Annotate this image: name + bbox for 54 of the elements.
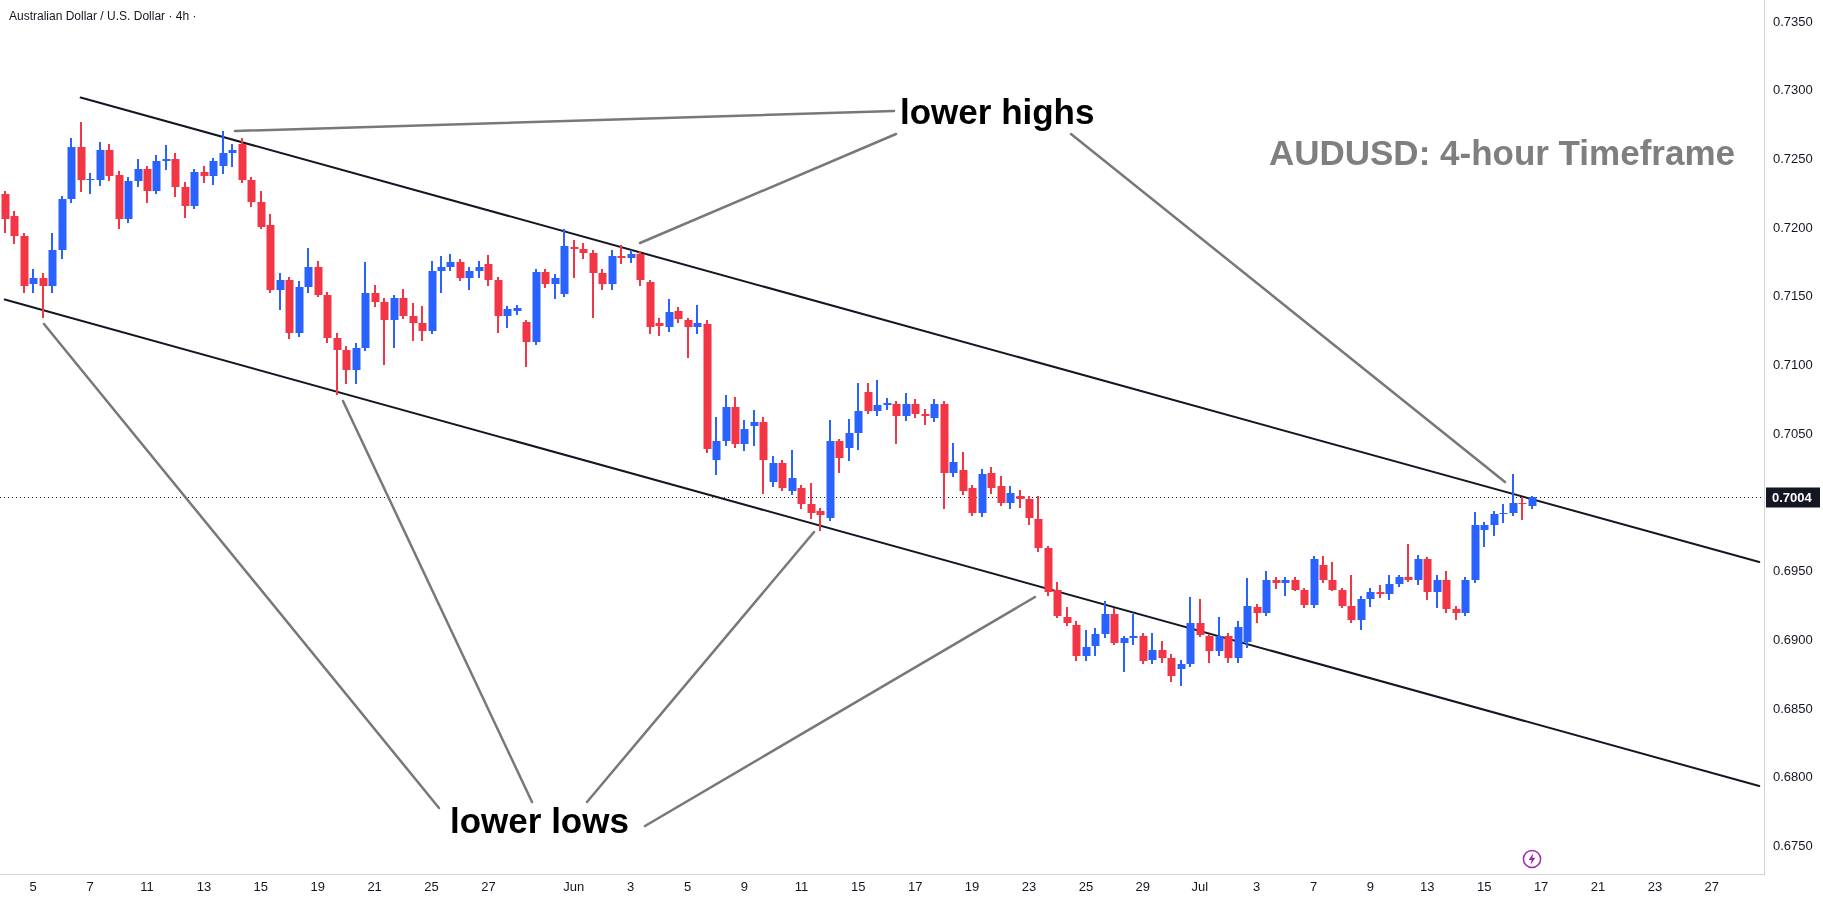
x-tick-label: 17 (907, 879, 923, 895)
y-tick-label: 0.7200 (1773, 219, 1813, 235)
y-tick-label: 0.7150 (1773, 288, 1813, 304)
x-tick-label: 25 (1078, 879, 1094, 895)
y-tick-label: 0.7300 (1773, 82, 1813, 98)
x-tick-label: 13 (196, 879, 212, 895)
x-tick-label: 23 (1021, 879, 1037, 895)
x-tick-label: 9 (1366, 879, 1375, 895)
y-tick-label: 0.7100 (1773, 357, 1813, 373)
x-tick-label: 5 (29, 879, 37, 895)
candlestick (1499, 504, 1508, 523)
x-tick-label: 27 (481, 879, 496, 895)
x-tick-label: 7 (86, 879, 94, 895)
y-tick-label: 0.7250 (1773, 150, 1813, 166)
x-tick-label: 27 (1704, 879, 1720, 895)
x-tick-label: 23 (1647, 879, 1663, 895)
candlestick (162, 145, 171, 170)
annotation: lower lows (450, 800, 629, 840)
candlestick (570, 240, 579, 278)
x-tick-label: 7 (1309, 879, 1318, 895)
x-tick-label: 3 (1253, 879, 1261, 895)
y-tick-label: 0.6950 (1773, 563, 1813, 579)
x-tick-label: 15 (253, 879, 269, 895)
x-tick-label: 19 (964, 879, 980, 895)
x-tick-label: 19 (310, 879, 325, 895)
x-tick-label: 3 (627, 879, 635, 895)
x-tick-label: 9 (740, 879, 749, 895)
ref-line-label: 0.7004 (1772, 489, 1813, 505)
x-tick-label: Jun (563, 879, 585, 895)
x-tick-label: 21 (1590, 879, 1606, 895)
x-tick-label: 15 (851, 879, 866, 895)
x-tick-label: 25 (424, 879, 439, 895)
x-tick-label: 11 (794, 879, 809, 895)
y-tick-label: 0.7350 (1773, 13, 1813, 29)
text: AUDUSD: 4-hour Timeframe (1268, 132, 1735, 172)
candlestick (86, 173, 95, 194)
y-tick-label: 0.6800 (1773, 769, 1813, 785)
x-tick-label: 11 (140, 879, 154, 895)
x-tick-label: 29 (1135, 879, 1151, 895)
candlestick (1404, 544, 1413, 582)
candlestick (1129, 614, 1138, 645)
y-tick-label: 0.7050 (1773, 425, 1813, 441)
x-tick-label: Jul (1191, 879, 1209, 895)
y-tick-label: 0.6850 (1773, 700, 1813, 716)
x-tick-label: 17 (1533, 879, 1549, 895)
annotation: lower highs (900, 91, 1095, 131)
x-tick-label: 21 (367, 879, 382, 895)
text: Australian Dollar / U.S. Dollar · 4h · (9, 9, 197, 24)
x-tick-label: 15 (1476, 879, 1492, 895)
candlestick (1518, 497, 1527, 520)
x-tick-label: 13 (1420, 879, 1435, 895)
y-tick-label: 0.6900 (1773, 631, 1813, 647)
y-tick-label: 0.6750 (1773, 838, 1813, 854)
x-tick-label: 5 (683, 879, 692, 895)
